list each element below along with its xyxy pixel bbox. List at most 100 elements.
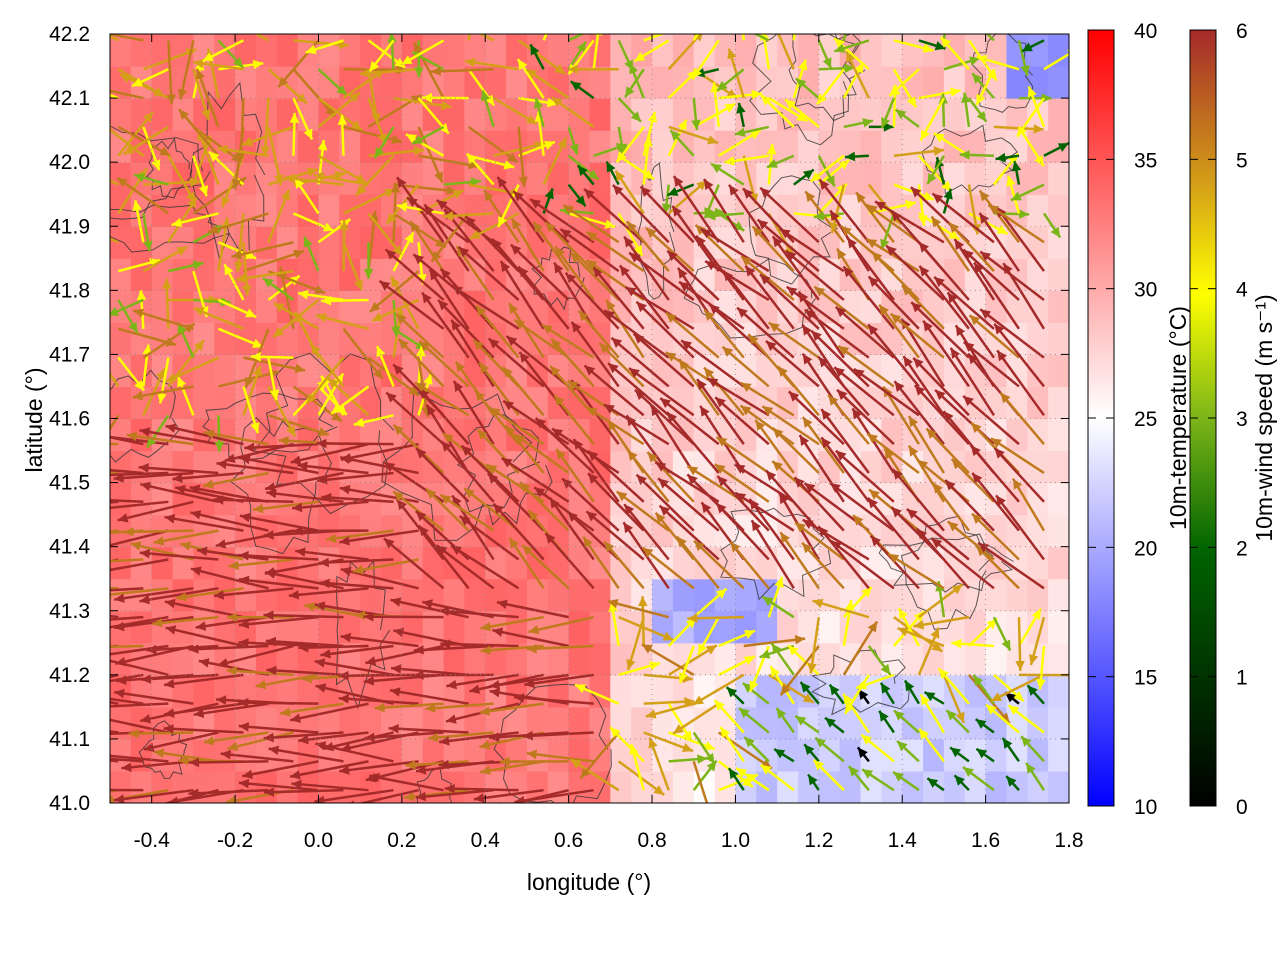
temperature-cell xyxy=(756,354,778,388)
temperature-cell xyxy=(422,674,445,708)
wind-arrow xyxy=(583,187,645,244)
wind-arrow xyxy=(916,527,970,590)
temperature-cell xyxy=(985,770,1008,803)
temperature-cell xyxy=(1048,738,1069,772)
wind-arrow xyxy=(551,427,620,475)
temperature-cell xyxy=(1048,674,1069,708)
temperature-cell xyxy=(1048,34,1069,67)
wind-arrow xyxy=(559,228,620,273)
temperature-cell xyxy=(110,770,132,803)
wind-arrow xyxy=(113,788,194,803)
wind-arrow xyxy=(176,375,195,416)
wind-arrow xyxy=(309,343,345,388)
wind-arrow xyxy=(340,632,419,648)
y-tick-label: 41.7 xyxy=(49,343,90,366)
temperature-cell xyxy=(110,738,132,772)
wind-arrow xyxy=(917,154,953,193)
colorbar-tick-label: 6 xyxy=(1236,20,1248,43)
temperature-cell xyxy=(151,322,174,356)
temperature-cell xyxy=(297,642,320,676)
temperature-cell xyxy=(172,418,194,452)
temperature-cell xyxy=(797,66,820,99)
wind-arrow xyxy=(217,298,257,319)
colorbar-tick-label: 3 xyxy=(1236,408,1248,431)
wind-arrow xyxy=(483,189,520,243)
temperature-cell xyxy=(193,450,215,484)
wind-arrow xyxy=(704,259,770,302)
wind-arrow xyxy=(842,265,895,330)
wind-arrow xyxy=(784,98,820,128)
x-tick-label: 0.8 xyxy=(637,829,666,852)
wind-arrow xyxy=(1010,183,1045,202)
temperature-cell xyxy=(422,162,445,195)
wind-arrow xyxy=(992,616,1012,652)
wind-arrow xyxy=(740,381,795,417)
temperature-cell xyxy=(214,322,236,356)
wind-arrow xyxy=(953,238,995,301)
temperature-cell xyxy=(714,514,737,548)
temperature-cell xyxy=(110,322,132,356)
terrain-contour xyxy=(720,507,832,601)
temperature-cell xyxy=(923,546,945,580)
wind-arrow xyxy=(993,322,1045,388)
temperature-cell xyxy=(485,290,507,323)
wind-arrow xyxy=(518,351,570,417)
wind-arrow xyxy=(318,557,394,568)
temperature-cell xyxy=(422,642,445,676)
wind-arrow xyxy=(430,66,494,77)
temperature-cell xyxy=(464,130,486,163)
wind-arrow xyxy=(142,368,166,416)
wind-arrow xyxy=(693,539,745,590)
wind-arrow xyxy=(171,212,219,228)
terrain-contour xyxy=(381,389,540,541)
wind-arrow xyxy=(577,309,620,359)
wind-arrow xyxy=(110,702,169,708)
wind-arrow xyxy=(844,151,869,162)
wind-arrow xyxy=(893,709,920,734)
wind-arrow xyxy=(792,59,808,99)
wind-arrow xyxy=(397,338,445,388)
temperature-cell xyxy=(1027,34,1049,35)
wind-arrow xyxy=(772,427,820,474)
wind-arrow xyxy=(479,702,544,716)
wind-arrow xyxy=(607,599,670,619)
temperature-cell xyxy=(714,354,737,388)
wind-arrow xyxy=(801,324,845,388)
temperature-cell xyxy=(735,290,757,323)
wind-arrow xyxy=(522,730,594,741)
wind-arrow xyxy=(166,40,176,105)
temperature-cell xyxy=(589,130,611,163)
temperature-cell xyxy=(756,290,778,323)
wind-arrow xyxy=(756,218,820,273)
temperature-cell xyxy=(881,130,903,163)
wind-arrow xyxy=(203,731,269,746)
wind-arrow xyxy=(959,150,994,160)
wind-arrow xyxy=(517,126,529,188)
y-tick-label: 42.0 xyxy=(49,151,90,174)
temperature-cell xyxy=(985,514,1008,548)
wind-arrow xyxy=(110,500,119,504)
wind-arrow xyxy=(164,514,244,532)
temperature-cell xyxy=(130,610,153,644)
temperature-cell xyxy=(943,482,966,516)
wind-arrow xyxy=(363,242,374,279)
wind-arrow xyxy=(316,438,394,449)
wind-arrow xyxy=(930,537,995,590)
temperature-cell xyxy=(297,290,320,323)
wind-arrow xyxy=(242,365,262,416)
temperature-cell xyxy=(506,258,528,291)
wind-arrow xyxy=(618,616,674,642)
wind-arrow xyxy=(367,69,381,124)
wind-arrow xyxy=(142,213,153,252)
temperature-cell xyxy=(943,418,966,452)
temperature-cell xyxy=(943,642,966,676)
wind-arrow xyxy=(165,625,244,648)
temperature-cell xyxy=(276,34,299,67)
wind-arrow xyxy=(888,68,920,97)
colorbar-tick-label: 20 xyxy=(1134,537,1157,560)
wind-arrow xyxy=(239,454,319,475)
temperature-cell xyxy=(235,66,257,99)
wind-arrow xyxy=(343,125,403,145)
temperature-cell xyxy=(985,642,1008,676)
wind-arrow xyxy=(121,760,194,773)
